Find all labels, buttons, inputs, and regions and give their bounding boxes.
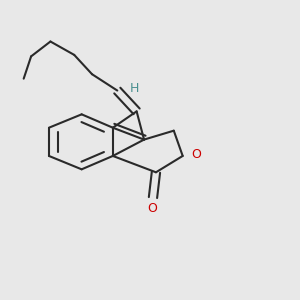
Text: H: H bbox=[130, 82, 139, 95]
Text: O: O bbox=[147, 202, 157, 215]
Text: O: O bbox=[191, 148, 201, 161]
